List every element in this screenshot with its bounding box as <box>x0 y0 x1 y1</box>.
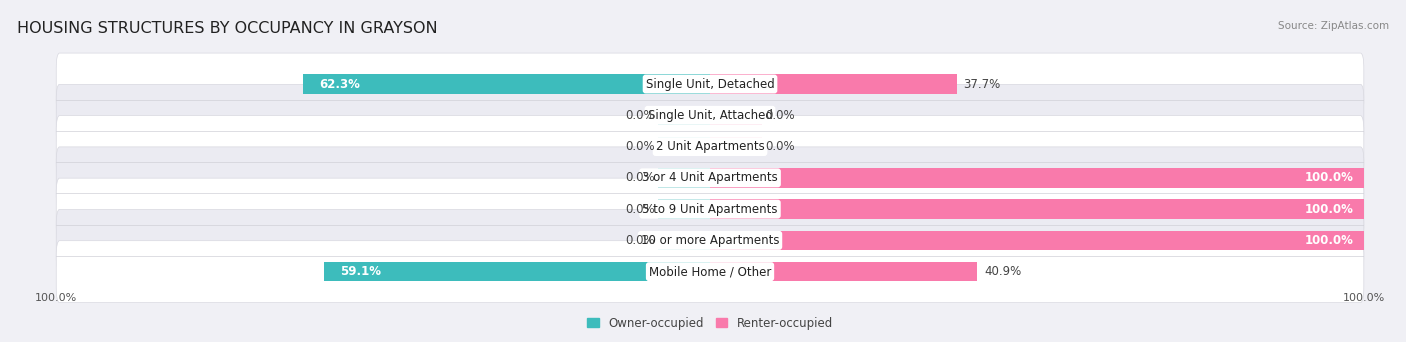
Text: 2 Unit Apartments: 2 Unit Apartments <box>655 140 765 153</box>
Text: 100.0%: 100.0% <box>1305 171 1354 184</box>
FancyBboxPatch shape <box>56 209 1364 271</box>
Bar <box>710 106 762 125</box>
Text: 0.0%: 0.0% <box>624 171 654 184</box>
Legend: Owner-occupied, Renter-occupied: Owner-occupied, Renter-occupied <box>586 317 834 330</box>
Bar <box>710 262 977 281</box>
Bar <box>323 262 710 281</box>
Text: 62.3%: 62.3% <box>319 78 360 91</box>
Text: 0.0%: 0.0% <box>624 234 654 247</box>
Bar <box>710 168 762 187</box>
Bar <box>658 168 710 187</box>
Bar <box>710 231 1364 250</box>
Text: 0.0%: 0.0% <box>624 140 654 153</box>
Bar <box>658 137 710 156</box>
FancyBboxPatch shape <box>56 116 1364 177</box>
Bar <box>710 168 1364 187</box>
Bar <box>710 74 762 94</box>
Text: 0.0%: 0.0% <box>766 140 796 153</box>
Text: 0.0%: 0.0% <box>624 109 654 122</box>
Text: Single Unit, Attached: Single Unit, Attached <box>648 109 772 122</box>
Text: 3 or 4 Unit Apartments: 3 or 4 Unit Apartments <box>643 171 778 184</box>
Text: HOUSING STRUCTURES BY OCCUPANCY IN GRAYSON: HOUSING STRUCTURES BY OCCUPANCY IN GRAYS… <box>17 21 437 36</box>
Text: 10 or more Apartments: 10 or more Apartments <box>641 234 779 247</box>
Bar <box>710 199 1364 219</box>
Bar <box>710 231 762 250</box>
Text: 40.9%: 40.9% <box>984 265 1021 278</box>
Text: Source: ZipAtlas.com: Source: ZipAtlas.com <box>1278 21 1389 30</box>
Text: 5 to 9 Unit Apartments: 5 to 9 Unit Apartments <box>643 202 778 215</box>
Bar <box>658 74 710 94</box>
Bar <box>710 74 956 94</box>
Text: 0.0%: 0.0% <box>766 109 796 122</box>
Bar <box>658 231 710 250</box>
Text: 59.1%: 59.1% <box>340 265 381 278</box>
Bar <box>302 74 710 94</box>
Bar <box>658 262 710 281</box>
Text: 100.0%: 100.0% <box>1305 202 1354 215</box>
Bar <box>710 137 762 156</box>
Bar <box>710 262 762 281</box>
FancyBboxPatch shape <box>56 84 1364 146</box>
FancyBboxPatch shape <box>56 178 1364 240</box>
Text: 0.0%: 0.0% <box>624 202 654 215</box>
FancyBboxPatch shape <box>56 241 1364 303</box>
Bar <box>658 199 710 219</box>
Text: Mobile Home / Other: Mobile Home / Other <box>648 265 772 278</box>
Text: 100.0%: 100.0% <box>1305 234 1354 247</box>
Bar <box>658 106 710 125</box>
FancyBboxPatch shape <box>56 147 1364 209</box>
Text: 37.7%: 37.7% <box>963 78 1000 91</box>
Bar <box>710 199 762 219</box>
FancyBboxPatch shape <box>56 53 1364 115</box>
Text: Single Unit, Detached: Single Unit, Detached <box>645 78 775 91</box>
